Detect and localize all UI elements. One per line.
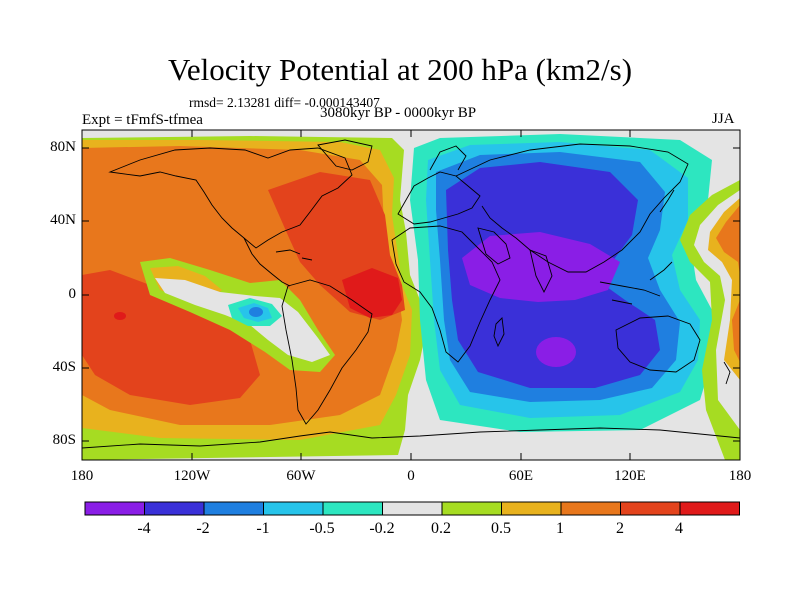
colorbar-box (144, 501, 205, 516)
season-label: JJA (712, 111, 735, 127)
lon-label-60e: 60E (508, 468, 534, 484)
lon-label-120e: 120E (614, 468, 646, 484)
time-period-label: 3080kyr BP - 0000kyr BP (320, 105, 477, 121)
lon-label-60w: 60W (286, 468, 316, 484)
japan-coast (659, 189, 675, 213)
lat-label-40n: 40N (50, 212, 76, 228)
greenland-coast (317, 139, 373, 171)
west-pacific-region-1b (732, 300, 740, 362)
map-frame (81, 129, 741, 461)
new-zealand-coast (723, 361, 731, 385)
colorbar-label: 0.5 (491, 520, 511, 537)
negative-region-4-africa (462, 232, 620, 302)
negative-region-4-south (536, 337, 576, 367)
colorbar-label: 2 (616, 520, 624, 537)
colorbar-label: -0.5 (309, 520, 335, 537)
scandinavia-coast (429, 145, 467, 171)
madagascar-coast (493, 317, 505, 348)
caribbean-islands (275, 249, 313, 261)
positive-region-2-pacific (82, 270, 260, 405)
colorbar-box (203, 501, 264, 516)
south-america-coast (281, 279, 373, 425)
north-america-coast (108, 147, 353, 249)
colorbar-label: 4 (675, 520, 683, 537)
negative-blob-1-southamerica (249, 307, 263, 317)
top-ticks (81, 130, 741, 137)
lat-label-40s: 40S (52, 359, 76, 375)
colorbar-label: -1 (256, 520, 270, 537)
europe-coast (397, 171, 481, 225)
antarctica-coast (82, 427, 740, 449)
colorbar-label: 1 (556, 520, 564, 537)
bottom-ticks (81, 453, 741, 460)
map-title: Velocity Potential at 200 hPa (km2/s) (167, 52, 633, 87)
colorbar-box (263, 501, 324, 516)
lat-label-0: 0 (68, 286, 77, 302)
colorbar-label: -0.2 (369, 520, 395, 537)
lon-label-120w: 120W (173, 468, 211, 484)
colorbar-box (441, 501, 502, 516)
arabia-coast (477, 227, 511, 265)
coastlines (82, 139, 740, 449)
colorbar-box (620, 501, 681, 516)
colorbar-label: -4 (137, 520, 151, 537)
india-coast (529, 249, 553, 294)
lon-label-180-right: 180 (728, 468, 752, 484)
positive-region-4-pacific (114, 312, 126, 320)
rmsd-diff-stats: rmsd= 2.13281 diff= -0.000143407 (189, 95, 380, 110)
left-ticks (82, 147, 89, 442)
colorbar-label: -2 (196, 520, 210, 537)
right-ticks (733, 147, 740, 442)
west-pacific-region-1 (716, 205, 740, 275)
australia-coast (615, 315, 701, 373)
colorbar-box (501, 501, 562, 516)
positive-region-4-atlantic (342, 268, 402, 318)
lon-label-180-left: 180 (70, 468, 94, 484)
colorbar-box (679, 501, 740, 516)
colorbar (84, 501, 740, 516)
lat-label-80n: 80N (50, 139, 76, 155)
southeast-asia-islands (599, 261, 673, 305)
colorbar-label: 0.2 (431, 520, 451, 537)
colorbar-box (84, 501, 145, 516)
colorbar-box (322, 501, 383, 516)
colorbar-box (382, 501, 443, 516)
colorbar-box (560, 501, 621, 516)
map-plot-area (82, 130, 740, 460)
africa-coast (391, 225, 501, 363)
asia-coast (455, 143, 689, 273)
lon-label-0: 0 (407, 468, 415, 484)
central-america-coast (243, 237, 291, 287)
experiment-label: Expt = tFmfS-tfmea (82, 112, 203, 128)
lat-label-80s: 80S (52, 432, 76, 448)
